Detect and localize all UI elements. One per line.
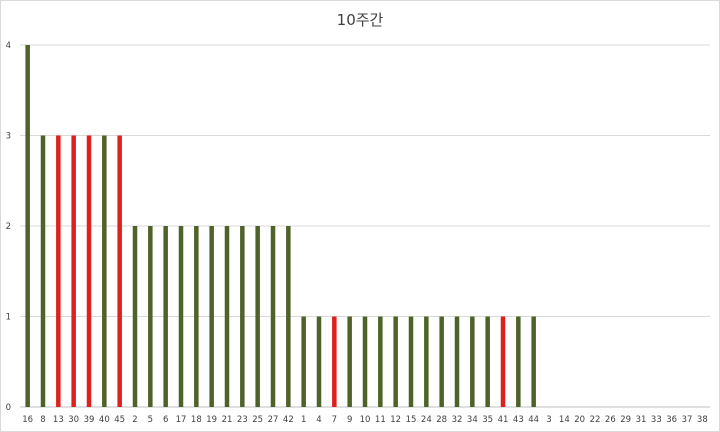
x-tick-label: 9 xyxy=(347,415,352,425)
bar xyxy=(470,316,475,407)
y-tick-label: 4 xyxy=(6,41,11,51)
bar xyxy=(286,226,291,407)
x-tick-label: 22 xyxy=(590,415,601,425)
x-tick-label: 5 xyxy=(148,415,153,425)
x-tick-label: 12 xyxy=(390,415,401,425)
x-tick-label: 39 xyxy=(84,415,95,425)
bar xyxy=(347,316,352,407)
bar xyxy=(301,316,306,407)
x-tick-label: 10 xyxy=(360,415,371,425)
bar xyxy=(393,316,398,407)
x-tick-label: 29 xyxy=(620,415,631,425)
bar xyxy=(178,226,184,407)
x-tick-label: 19 xyxy=(206,415,217,425)
x-tick-label: 25 xyxy=(252,415,263,425)
x-tick-label: 42 xyxy=(283,415,294,425)
x-tick-label: 8 xyxy=(40,415,45,425)
x-tick-label: 20 xyxy=(574,415,585,425)
bar xyxy=(316,316,322,407)
bar xyxy=(255,226,260,407)
x-tick-label: 24 xyxy=(421,415,432,425)
x-tick-label: 41 xyxy=(498,415,509,425)
bar xyxy=(270,226,276,407)
x-tick-label: 34 xyxy=(467,415,478,425)
y-tick-label: 2 xyxy=(6,222,11,232)
bar xyxy=(240,226,245,407)
bar xyxy=(194,226,199,407)
bar xyxy=(408,316,414,407)
x-tick-label: 13 xyxy=(53,415,64,425)
x-tick-label: 15 xyxy=(406,415,417,425)
x-tick-label: 16 xyxy=(22,415,33,425)
bar-highlighted xyxy=(71,135,76,407)
bar xyxy=(485,316,490,407)
x-tick-label: 2 xyxy=(132,415,137,425)
bar xyxy=(439,316,444,407)
bar-highlighted xyxy=(86,135,92,407)
bar xyxy=(516,316,521,407)
bar xyxy=(148,226,153,407)
bar xyxy=(40,135,46,407)
x-tick-label: 23 xyxy=(237,415,248,425)
x-tick-label: 1 xyxy=(301,415,306,425)
x-tick-label: 28 xyxy=(436,415,447,425)
x-tick-label: 37 xyxy=(682,415,693,425)
x-tick-label: 17 xyxy=(176,415,187,425)
chart-title: 10주간 xyxy=(336,11,384,29)
x-tick-label: 4 xyxy=(316,415,321,425)
y-tick-label: 3 xyxy=(6,132,11,142)
x-tick-label: 21 xyxy=(222,415,233,425)
bar-highlighted xyxy=(56,135,61,407)
x-tick-label: 6 xyxy=(163,415,168,425)
y-tick-label: 1 xyxy=(6,313,11,323)
x-tick-label: 43 xyxy=(513,415,524,425)
x-tick-label: 11 xyxy=(375,415,386,425)
x-tick-label: 32 xyxy=(452,415,463,425)
x-tick-label: 35 xyxy=(482,415,493,425)
x-tick-label: 3 xyxy=(546,415,551,425)
x-tick-label: 44 xyxy=(528,415,539,425)
bar xyxy=(378,316,383,407)
bar xyxy=(424,316,429,407)
bar xyxy=(132,226,138,407)
bar xyxy=(25,45,30,407)
bar-highlighted xyxy=(117,135,122,407)
bar xyxy=(209,226,214,407)
x-tick-label: 40 xyxy=(99,415,110,425)
x-tick-label: 30 xyxy=(68,415,79,425)
x-tick-label: 26 xyxy=(605,415,616,425)
x-tick-label: 33 xyxy=(651,415,662,425)
x-tick-label: 14 xyxy=(559,415,570,425)
x-tick-label: 7 xyxy=(332,415,337,425)
bar-highlighted xyxy=(332,316,337,407)
x-tick-label: 38 xyxy=(697,415,708,425)
bar xyxy=(224,226,230,407)
x-tick-label: 31 xyxy=(636,415,647,425)
bar xyxy=(102,135,107,407)
x-tick-label: 18 xyxy=(191,415,202,425)
bar xyxy=(531,316,536,407)
bar xyxy=(454,316,460,407)
bar-highlighted xyxy=(500,316,506,407)
y-tick-label: 0 xyxy=(6,403,11,413)
x-tick-label: 45 xyxy=(114,415,125,425)
x-tick-label: 36 xyxy=(666,415,677,425)
bar xyxy=(362,316,368,407)
bar xyxy=(163,226,168,407)
x-tick-label: 27 xyxy=(268,415,279,425)
